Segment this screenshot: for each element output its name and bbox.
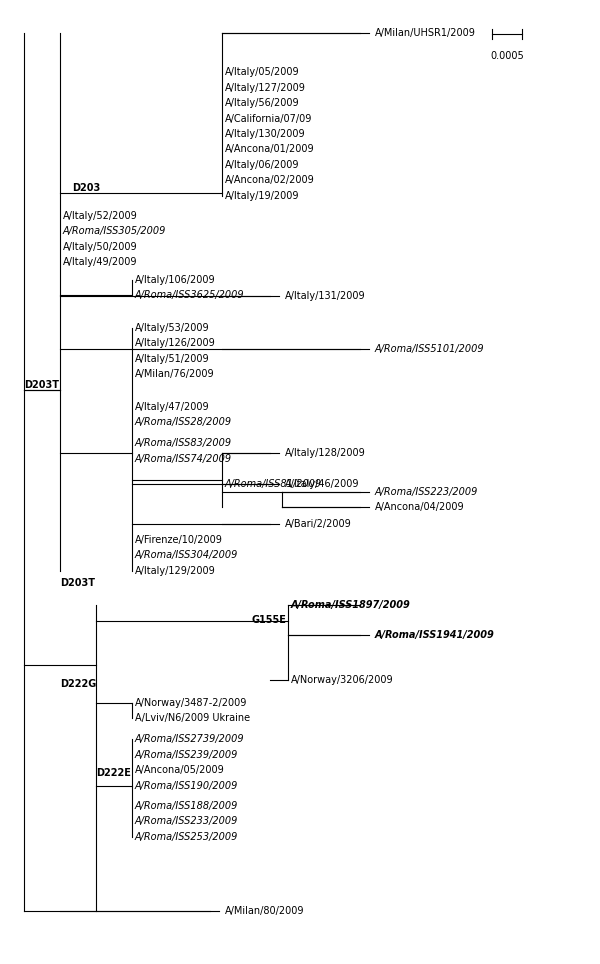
Text: A/Italy/131/2009: A/Italy/131/2009: [285, 291, 365, 301]
Text: A/Roma/ISS239/2009: A/Roma/ISS239/2009: [135, 750, 238, 760]
Text: A/Roma/ISS233/2009: A/Roma/ISS233/2009: [135, 817, 238, 826]
Text: A/Ancona/01/2009: A/Ancona/01/2009: [225, 145, 314, 154]
Text: A/Italy/129/2009: A/Italy/129/2009: [135, 566, 216, 576]
Text: A/Italy/127/2009: A/Italy/127/2009: [225, 83, 306, 93]
Text: D203: D203: [72, 183, 100, 193]
Text: A/Roma/ISS1941/2009: A/Roma/ISS1941/2009: [375, 630, 495, 640]
Text: A/Firenze/10/2009: A/Firenze/10/2009: [135, 535, 223, 545]
Text: A/Bari/2/2009: A/Bari/2/2009: [285, 520, 352, 529]
Text: D222E: D222E: [96, 768, 131, 778]
Text: A/California/07/09: A/California/07/09: [225, 114, 313, 123]
Text: A/Norway/3206/2009: A/Norway/3206/2009: [291, 675, 394, 684]
Text: A/Norway/3487-2/2009: A/Norway/3487-2/2009: [135, 698, 247, 708]
Text: G155E: G155E: [252, 615, 287, 625]
Text: A/Ancona/02/2009: A/Ancona/02/2009: [225, 175, 315, 185]
Text: A/Roma/ISS304/2009: A/Roma/ISS304/2009: [135, 550, 238, 560]
Text: A/Roma/ISS1897/2009: A/Roma/ISS1897/2009: [291, 601, 411, 610]
Text: A/Italy/19/2009: A/Italy/19/2009: [225, 191, 299, 201]
Text: A/Italy/130/2009: A/Italy/130/2009: [225, 129, 305, 139]
Text: A/Italy/53/2009: A/Italy/53/2009: [135, 323, 209, 333]
Text: A/Italy/49/2009: A/Italy/49/2009: [63, 257, 137, 267]
Text: A/Roma/ISS5101/2009: A/Roma/ISS5101/2009: [375, 344, 485, 354]
Text: A/Italy/47/2009: A/Italy/47/2009: [135, 402, 209, 412]
Text: A/Ancona/04/2009: A/Ancona/04/2009: [375, 502, 464, 512]
Text: A/Lviv/N6/2009 Ukraine: A/Lviv/N6/2009 Ukraine: [135, 713, 250, 723]
Text: A/Milan/80/2009: A/Milan/80/2009: [225, 906, 305, 916]
Text: A/Ancona/05/2009: A/Ancona/05/2009: [135, 765, 225, 775]
Text: A/Roma/ISS74/2009: A/Roma/ISS74/2009: [135, 454, 232, 464]
Text: A/Italy/46/2009: A/Italy/46/2009: [285, 479, 359, 489]
Text: A/Roma/ISS81/2009: A/Roma/ISS81/2009: [225, 479, 322, 489]
Text: D203T: D203T: [60, 578, 95, 588]
Text: A/Roma/ISS190/2009: A/Roma/ISS190/2009: [135, 781, 238, 790]
Text: A/Italy/126/2009: A/Italy/126/2009: [135, 338, 216, 348]
Text: A/Roma/ISS305/2009: A/Roma/ISS305/2009: [63, 227, 166, 236]
Text: A/Italy/128/2009: A/Italy/128/2009: [285, 448, 366, 458]
Text: A/Roma/ISS3625/2009: A/Roma/ISS3625/2009: [135, 290, 245, 300]
Text: A/Roma/ISS223/2009: A/Roma/ISS223/2009: [375, 487, 478, 496]
Text: A/Italy/50/2009: A/Italy/50/2009: [63, 242, 137, 252]
Text: A/Italy/56/2009: A/Italy/56/2009: [225, 98, 299, 108]
Text: 0.0005: 0.0005: [490, 51, 524, 61]
Text: A/Roma/ISS28/2009: A/Roma/ISS28/2009: [135, 417, 232, 427]
Text: A/Roma/ISS2739/2009: A/Roma/ISS2739/2009: [135, 735, 245, 744]
Text: A/Italy/51/2009: A/Italy/51/2009: [135, 354, 209, 363]
Text: A/Italy/05/2009: A/Italy/05/2009: [225, 67, 299, 77]
Text: D203T: D203T: [24, 381, 59, 390]
Text: A/Milan/76/2009: A/Milan/76/2009: [135, 369, 215, 379]
Text: A/Roma/ISS253/2009: A/Roma/ISS253/2009: [135, 832, 238, 842]
Text: A/Italy/52/2009: A/Italy/52/2009: [63, 211, 138, 221]
Text: A/Roma/ISS188/2009: A/Roma/ISS188/2009: [135, 801, 238, 811]
Text: A/Italy/06/2009: A/Italy/06/2009: [225, 160, 299, 170]
Text: A/Italy/106/2009: A/Italy/106/2009: [135, 275, 215, 284]
Text: D222G: D222G: [60, 680, 96, 689]
Text: A/Roma/ISS83/2009: A/Roma/ISS83/2009: [135, 439, 232, 448]
Text: A/Milan/UHSR1/2009: A/Milan/UHSR1/2009: [375, 28, 476, 38]
